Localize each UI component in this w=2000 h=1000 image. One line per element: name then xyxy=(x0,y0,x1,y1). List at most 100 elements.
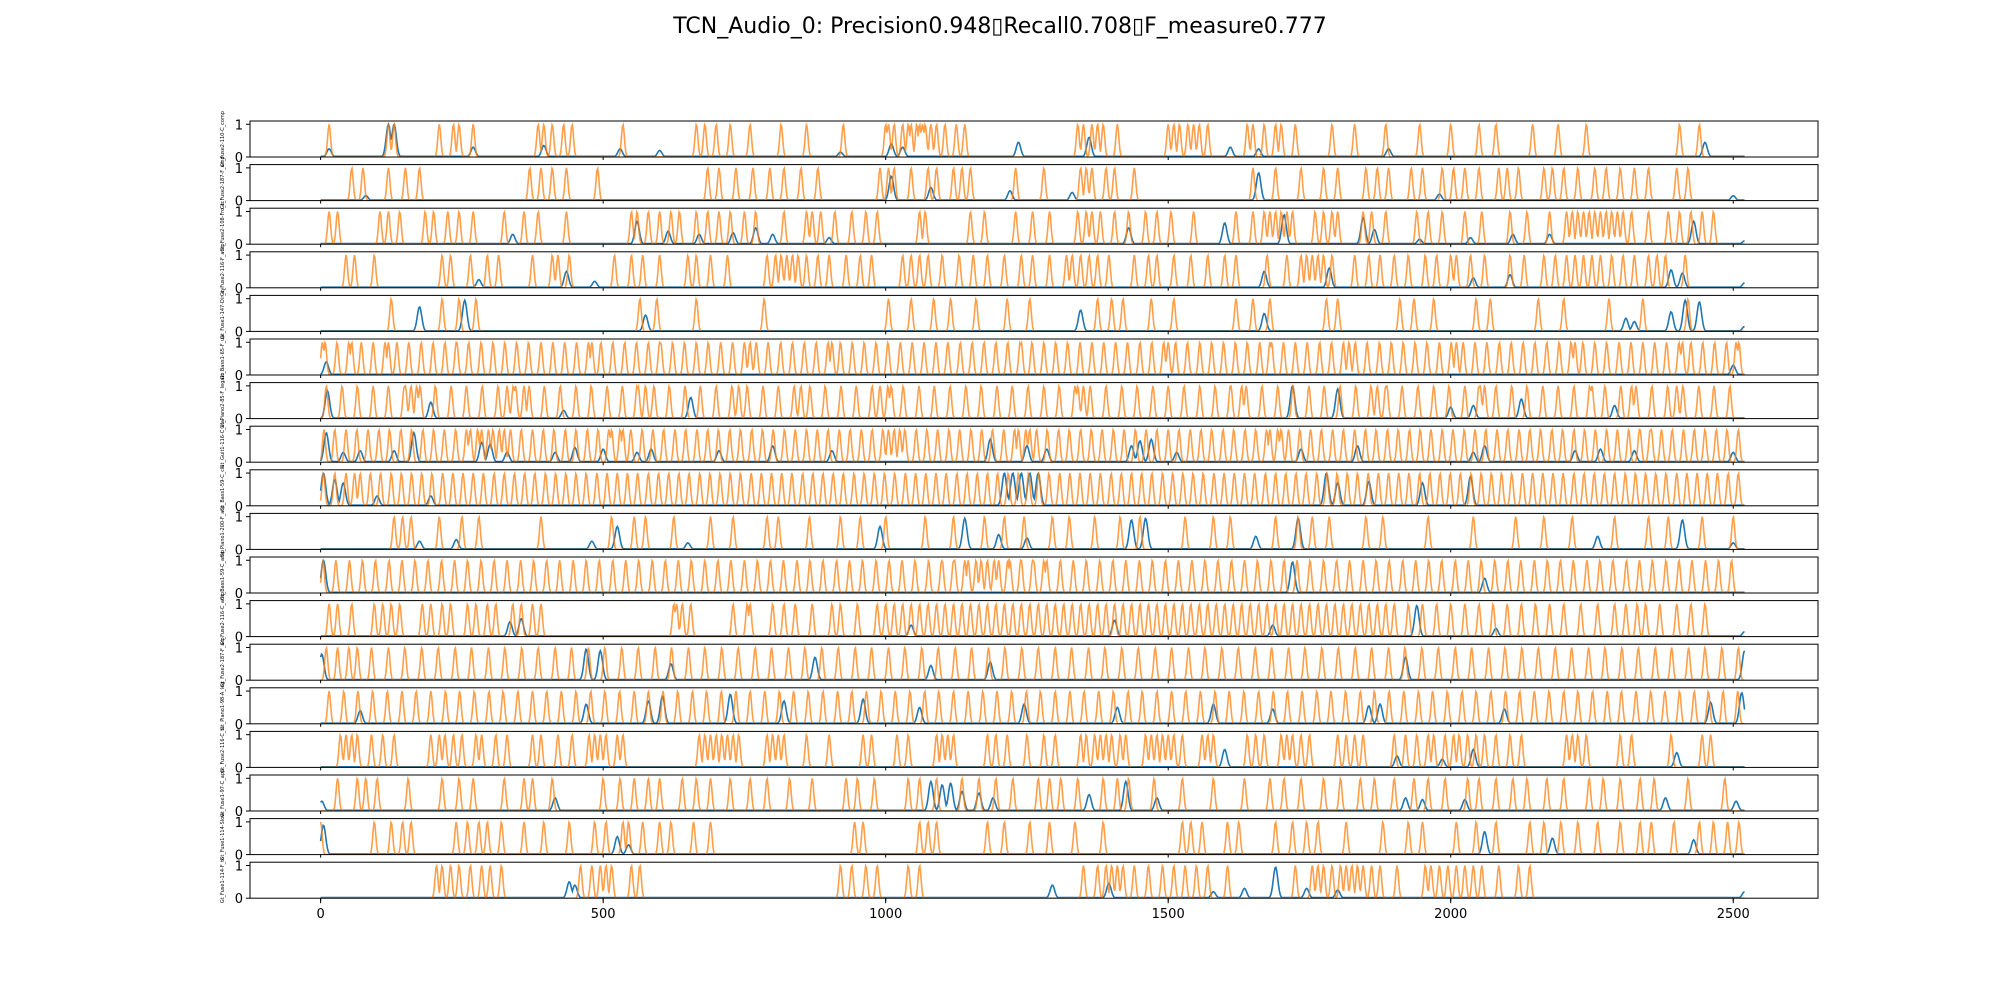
ground-truth-line xyxy=(320,688,1745,724)
panel-label: Gt_Fuse2-116-C_tc xyxy=(220,726,226,773)
panel-label: Gt_Fuse2-187-F_arp xyxy=(220,637,226,687)
y-tick-label: 0 xyxy=(235,282,243,297)
subplot-panel: 0 1 Gt_Bass1-59-C_cla xyxy=(220,465,1819,515)
subplot-panel: 0 1 Gt_Fuse2-110-C_comp xyxy=(220,111,1819,167)
ground-truth-line xyxy=(320,645,1745,681)
subplot-panel: 0 1 Gt_Fuse2-116-C_tc xyxy=(220,726,1819,776)
panel-label: Gt_Fuse2-187-F_amp xyxy=(220,156,226,209)
panel-frame xyxy=(249,818,1819,856)
panel-frame xyxy=(249,338,1819,376)
y-tick-label: 0 xyxy=(235,805,243,820)
subplot-panel: 0 1 Gt_Fuse2-187-F_arp xyxy=(220,637,1819,689)
x-tick-label: 500 xyxy=(591,907,616,922)
y-tick-label: 1 xyxy=(235,641,243,656)
y-tick-label: 1 xyxy=(235,685,243,700)
x-tick-label: 2500 xyxy=(1717,907,1750,922)
y-tick-label: 0 xyxy=(235,674,243,689)
ground-truth-line xyxy=(319,819,1745,855)
panel-label: Gt_Bass1-65-F_up xyxy=(220,335,226,380)
y-tick-label: 0 xyxy=(235,892,243,907)
subplot-panel: 0 1 Gt_Fuse2-116-F_amp xyxy=(220,243,1819,297)
y-tick-label: 0 xyxy=(235,195,243,210)
y-tick-label: 1 xyxy=(235,729,243,744)
panel-frame xyxy=(249,164,1819,202)
panel-frame xyxy=(249,251,1819,289)
ground-truth-line xyxy=(320,252,1745,288)
panel-frame xyxy=(249,207,1819,245)
chart-title: TCN_Audio_0: Precision0.948▯Recall0.708▯… xyxy=(673,14,1327,39)
subplot-panel: 0 1 Gt_Fuse1-114-F_tc xyxy=(220,857,1819,907)
y-tick-label: 1 xyxy=(235,249,243,264)
ground-truth-line xyxy=(320,209,1745,245)
y-tick-label: 1 xyxy=(235,598,243,613)
panel-label: Gt_Piano1-200-F_arp xyxy=(220,505,226,557)
panel-frame xyxy=(249,469,1819,507)
y-tick-label: 1 xyxy=(235,162,243,177)
prediction-line xyxy=(319,647,1746,681)
y-tick-label: 1 xyxy=(235,816,243,831)
y-tick-label: 1 xyxy=(235,423,243,438)
y-tick-label: 1 xyxy=(235,859,243,874)
ground-truth-line xyxy=(320,165,1745,201)
subplot-panel: 0 1 Gt_Guit1-116-C_cla xyxy=(220,420,1819,471)
ground-truth-line xyxy=(320,776,1745,811)
y-tick-label: 0 xyxy=(235,849,243,864)
x-tick-label: 1500 xyxy=(1152,907,1185,922)
ground-truth-line xyxy=(320,122,1745,157)
panel-frame xyxy=(249,600,1819,638)
subplot-panel: 0 1 Gt_Fuse1-147-Dir_sy xyxy=(220,288,1819,340)
panel-frame xyxy=(249,774,1819,812)
y-tick-label: 1 xyxy=(235,336,243,351)
panel-label: Gt_Fuse2-116-F_amp xyxy=(220,243,226,296)
y-tick-label: 0 xyxy=(235,543,243,558)
y-tick-label: 1 xyxy=(235,380,243,395)
panel-label: Gt_Guit1-116-C_cla xyxy=(220,420,226,468)
y-tick-label: 0 xyxy=(235,500,243,515)
x-tick-label: 1000 xyxy=(869,907,902,922)
y-tick-label: 1 xyxy=(235,511,243,526)
y-tick-label: 1 xyxy=(235,554,243,569)
subplot-panel: 0 1 Gt_Piano2-85-F_legato xyxy=(220,373,1819,429)
panel-label: Gt_Fuse2-110-C_comp xyxy=(220,111,226,167)
prediction-line xyxy=(320,171,1745,201)
prediction-line xyxy=(319,430,1745,463)
panel-frame xyxy=(249,861,1819,899)
y-tick-label: 0 xyxy=(235,718,243,733)
ground-truth-line xyxy=(319,340,1745,375)
ground-truth-line xyxy=(319,470,1745,506)
panel-frame xyxy=(249,556,1819,594)
panel-frame xyxy=(249,294,1819,332)
panel-label: Gt_Piano2-85-F_legato xyxy=(220,373,226,429)
y-tick-label: 0 xyxy=(235,369,243,384)
ground-truth-line xyxy=(320,296,1745,332)
subplot-panel: 0 1 Gt_Fuse2-116-C_amp xyxy=(220,592,1819,646)
subplot-panel: 0 1 Gt_Fuse2-187-F_amp xyxy=(220,156,1819,210)
ground-truth-line xyxy=(320,732,1745,768)
subplot-panel: 0 1 Gt_Fuse1-97-C_app xyxy=(220,769,1819,820)
y-tick-label: 0 xyxy=(235,325,243,340)
panel-frame xyxy=(249,512,1819,550)
y-tick-label: 0 xyxy=(235,456,243,471)
panel-label: Gt_Bass1-59-C_cla xyxy=(220,465,226,511)
ground-truth-line xyxy=(319,427,1745,463)
y-tick-label: 0 xyxy=(235,151,243,166)
x-tick-label: 2000 xyxy=(1434,907,1467,922)
subplot-panel: 0 1 Gt_Fuse2-108-Fro_tc xyxy=(220,201,1819,253)
panel-frame xyxy=(249,643,1819,681)
panel-label: Gt_Fuse2-108-Fro_tc xyxy=(220,201,226,252)
y-tick-label: 0 xyxy=(235,413,243,428)
ground-truth-line xyxy=(320,863,1745,899)
ground-truth-line xyxy=(320,514,1745,550)
subplot-panel: 0 1 Gt_Piano1-200-F_arp xyxy=(220,505,1819,558)
panel-label: Gt_Fuse1-97-C_app xyxy=(220,769,226,817)
ground-truth-line xyxy=(320,601,1745,637)
panel-label: Gt_Fuse1-114-F_tc xyxy=(220,857,226,903)
y-tick-label: 1 xyxy=(235,293,243,308)
panel-frame xyxy=(249,730,1819,768)
ground-truth-line xyxy=(319,558,1745,593)
y-tick-label: 0 xyxy=(235,587,243,602)
panel-label: Gt_Piano1-98-A_leg xyxy=(220,682,226,731)
prediction-line xyxy=(319,559,1745,593)
prediction-line xyxy=(320,516,1745,550)
